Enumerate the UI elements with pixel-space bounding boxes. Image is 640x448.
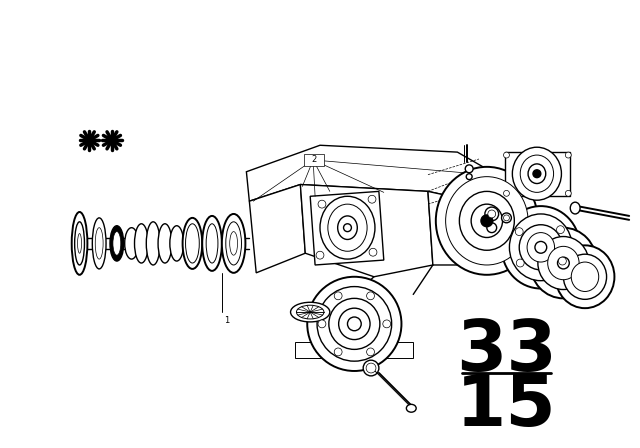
- Circle shape: [348, 317, 361, 331]
- Ellipse shape: [572, 262, 599, 292]
- Ellipse shape: [320, 196, 375, 259]
- Circle shape: [515, 228, 523, 236]
- Ellipse shape: [538, 237, 589, 289]
- Circle shape: [466, 174, 472, 180]
- Ellipse shape: [110, 226, 124, 261]
- Circle shape: [502, 213, 511, 223]
- Circle shape: [465, 165, 473, 173]
- Circle shape: [559, 257, 566, 265]
- Ellipse shape: [328, 204, 367, 251]
- Text: 1: 1: [224, 316, 229, 325]
- Circle shape: [318, 320, 326, 328]
- Ellipse shape: [202, 216, 222, 271]
- Ellipse shape: [436, 167, 538, 275]
- Ellipse shape: [509, 214, 572, 281]
- Ellipse shape: [206, 224, 218, 263]
- Ellipse shape: [291, 302, 330, 322]
- Circle shape: [504, 190, 509, 196]
- Ellipse shape: [548, 246, 579, 280]
- Ellipse shape: [230, 232, 237, 255]
- Circle shape: [344, 224, 351, 232]
- Circle shape: [557, 226, 564, 233]
- Polygon shape: [250, 185, 305, 273]
- Ellipse shape: [471, 204, 502, 237]
- Ellipse shape: [307, 277, 401, 371]
- Ellipse shape: [563, 254, 607, 299]
- Circle shape: [516, 259, 524, 267]
- Circle shape: [565, 190, 572, 196]
- Circle shape: [318, 200, 326, 208]
- Circle shape: [363, 360, 379, 376]
- Polygon shape: [246, 145, 497, 204]
- Ellipse shape: [339, 308, 370, 340]
- Circle shape: [504, 152, 509, 158]
- Ellipse shape: [147, 222, 160, 265]
- Ellipse shape: [570, 202, 580, 214]
- Circle shape: [535, 241, 547, 253]
- Circle shape: [368, 195, 376, 203]
- Ellipse shape: [502, 206, 580, 289]
- Ellipse shape: [296, 305, 324, 319]
- Circle shape: [488, 210, 495, 218]
- Circle shape: [565, 152, 572, 158]
- Text: 15: 15: [456, 372, 557, 441]
- Circle shape: [504, 215, 509, 221]
- Ellipse shape: [528, 164, 546, 184]
- Bar: [304, 154, 324, 166]
- Ellipse shape: [530, 228, 596, 298]
- Circle shape: [367, 292, 374, 300]
- Ellipse shape: [226, 222, 241, 265]
- Circle shape: [334, 348, 342, 356]
- Text: 2: 2: [312, 155, 317, 164]
- Polygon shape: [296, 341, 413, 358]
- Ellipse shape: [72, 212, 88, 275]
- Ellipse shape: [75, 222, 84, 265]
- Circle shape: [369, 248, 377, 256]
- Ellipse shape: [158, 224, 172, 263]
- Polygon shape: [310, 191, 384, 265]
- Ellipse shape: [520, 155, 554, 192]
- Ellipse shape: [170, 226, 184, 261]
- Ellipse shape: [95, 228, 103, 259]
- Ellipse shape: [406, 405, 416, 412]
- Circle shape: [485, 207, 499, 221]
- Circle shape: [557, 257, 570, 269]
- Ellipse shape: [186, 224, 199, 263]
- Circle shape: [334, 292, 342, 300]
- Ellipse shape: [338, 216, 357, 240]
- Ellipse shape: [125, 228, 138, 259]
- Ellipse shape: [317, 287, 392, 361]
- Circle shape: [367, 348, 374, 356]
- Ellipse shape: [134, 224, 148, 263]
- Circle shape: [533, 170, 541, 178]
- Polygon shape: [504, 152, 570, 196]
- Ellipse shape: [222, 214, 245, 273]
- Ellipse shape: [519, 225, 563, 270]
- Ellipse shape: [182, 218, 202, 269]
- Ellipse shape: [92, 218, 106, 269]
- Ellipse shape: [445, 177, 528, 265]
- Text: 33: 33: [456, 317, 557, 386]
- Ellipse shape: [513, 147, 561, 200]
- Circle shape: [481, 215, 493, 227]
- Circle shape: [316, 251, 324, 259]
- Ellipse shape: [460, 191, 515, 250]
- Ellipse shape: [527, 233, 555, 262]
- Circle shape: [487, 223, 497, 233]
- Ellipse shape: [556, 246, 614, 308]
- Polygon shape: [428, 191, 492, 265]
- Ellipse shape: [113, 232, 121, 255]
- Ellipse shape: [77, 233, 81, 253]
- Polygon shape: [300, 185, 433, 277]
- Ellipse shape: [329, 298, 380, 349]
- Circle shape: [366, 363, 376, 373]
- Circle shape: [383, 320, 390, 328]
